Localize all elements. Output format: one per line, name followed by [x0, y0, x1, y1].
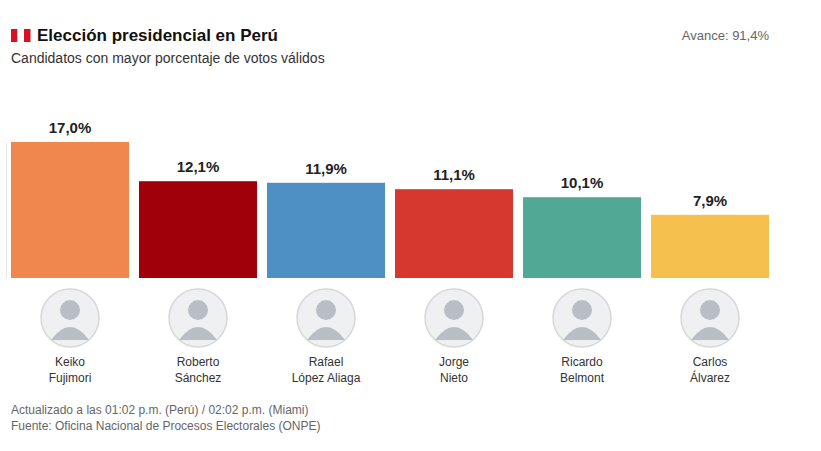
bar [267, 183, 385, 278]
photo-body [691, 327, 729, 340]
x-tick-label-line: Carlos [693, 355, 728, 369]
flag-stripe [18, 29, 25, 42]
bar [395, 189, 513, 278]
photo [169, 289, 227, 347]
x-tick-label: Jorge Nieto [439, 355, 469, 385]
bar [139, 181, 257, 278]
data-label: 11,9% [305, 160, 347, 177]
annotation: Actualizado a las 01:02 p.m. (Perú) / 02… [11, 403, 308, 417]
subtitle: Candidatos con mayor porcentaje de votos… [11, 50, 325, 66]
photos [41, 289, 739, 347]
data-label: 7,9% [693, 192, 727, 209]
photo-head [444, 300, 464, 320]
data-label: 11,1% [433, 166, 475, 183]
y-axis-line [6, 143, 7, 279]
chart: Elección presidencial en Perú Candidatos … [0, 0, 821, 451]
photo-body [307, 327, 345, 340]
photo-body [51, 327, 89, 340]
x-tick-label: Ricardo Belmont [560, 355, 605, 385]
x-tick-label: Roberto Sánchez [175, 355, 222, 385]
bar [523, 197, 641, 278]
photo [297, 289, 355, 347]
x-tick-label: Keiko Fujimori [49, 355, 92, 385]
data-label: 17,0% [49, 119, 92, 136]
photo-body [179, 327, 217, 340]
x-tick-label-line: Keiko [55, 355, 85, 369]
x-tick-label-line: Fujimori [49, 371, 92, 385]
photo-body [563, 327, 601, 340]
photo-head [572, 300, 592, 320]
photo-head [316, 300, 336, 320]
x-tick-label: CarlosÁlvarez [690, 355, 730, 385]
photo-head [188, 300, 208, 320]
annotation: Avance: 91,4% [682, 28, 770, 43]
x-tick-label-line: Belmont [560, 371, 605, 385]
x-axis: Keiko Fujimori Roberto Sánchez Rafael López A… [49, 355, 730, 385]
bars [11, 142, 769, 278]
x-tick-label-line: Roberto [177, 355, 220, 369]
x-tick-label-line: Ricardo [561, 355, 603, 369]
x-tick-label: Rafael López Aliaga [292, 355, 361, 385]
x-tick-label-line: López Aliaga [292, 371, 361, 385]
x-tick-label-line: Rafael [309, 355, 344, 369]
photo [425, 289, 483, 347]
flag-stripe [11, 29, 18, 42]
data-labels: 17,0% 12,1% 11,9% 11,1% 10,1% 7,9% [49, 119, 727, 209]
photo [41, 289, 99, 347]
photo-body [435, 327, 473, 340]
photo-head [700, 300, 720, 320]
bar [11, 142, 129, 278]
x-tick-label-line: Nieto [440, 371, 468, 385]
data-label: 10,1% [561, 174, 604, 191]
flag [11, 29, 31, 42]
data-label: 12,1% [177, 158, 220, 175]
x-tick-label-line: Jorge [439, 355, 469, 369]
bar [651, 215, 769, 278]
x-tick-label-line: Álvarez [690, 370, 730, 385]
photo-head [60, 300, 80, 320]
y-axis [6, 143, 7, 279]
flag-stripe [24, 29, 31, 42]
x-tick-label-line: Sánchez [175, 371, 222, 385]
annotation: Fuente: Oficina Nacional de Procesos Ele… [11, 419, 320, 433]
photo [681, 289, 739, 347]
title: Elección presidencial en Perú [37, 26, 278, 45]
photo [553, 289, 611, 347]
